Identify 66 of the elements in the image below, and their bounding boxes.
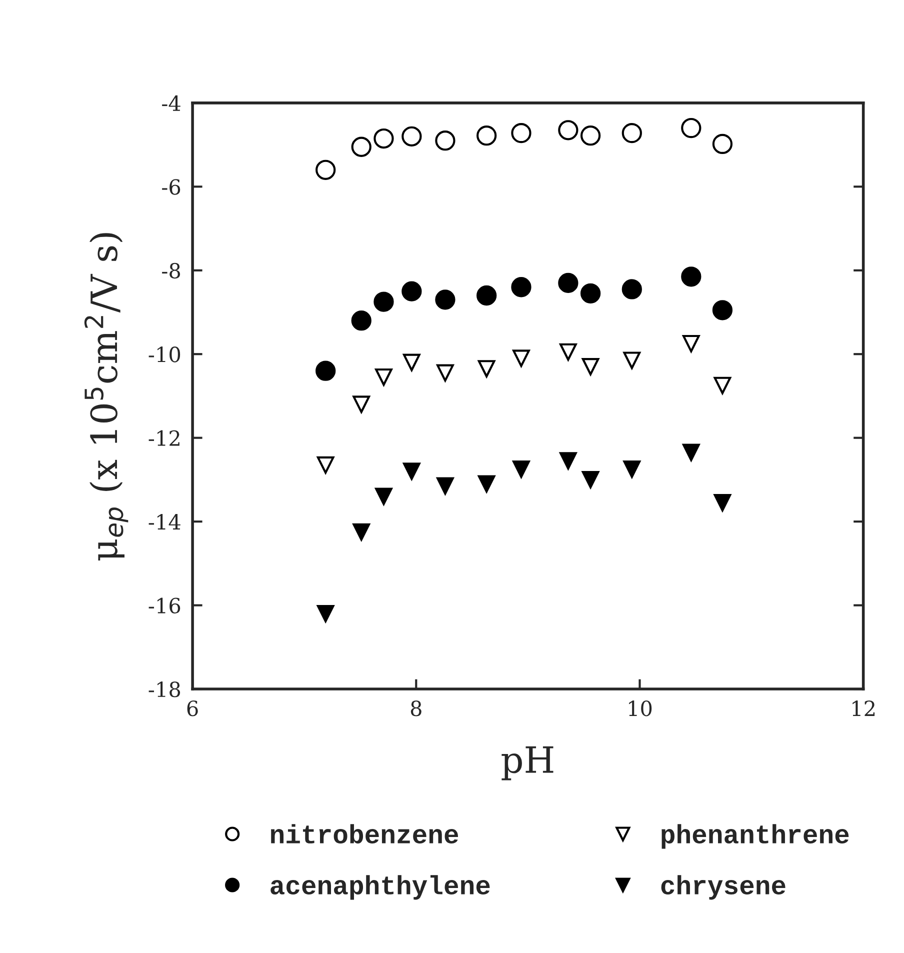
y-tick-label: -4 — [162, 95, 180, 111]
point — [582, 358, 600, 376]
point — [558, 120, 578, 140]
point — [351, 310, 372, 331]
point — [511, 122, 532, 144]
legend-label: acenaphthylene — [270, 875, 490, 900]
point — [402, 354, 420, 372]
point — [375, 488, 392, 506]
point — [374, 292, 394, 312]
x-axis-title: pH — [502, 746, 554, 780]
point — [316, 604, 334, 622]
point — [681, 118, 702, 138]
point — [478, 475, 496, 493]
y-tick-label: -8 — [162, 262, 180, 279]
x-tick-label: 8 — [410, 700, 422, 716]
point — [714, 494, 732, 512]
point — [402, 126, 422, 146]
y-tick-label: -12 — [148, 430, 180, 446]
point — [352, 396, 370, 414]
point — [511, 277, 532, 298]
point — [558, 272, 578, 294]
point — [435, 130, 456, 151]
point — [712, 134, 733, 154]
point — [316, 360, 336, 381]
point — [436, 364, 454, 382]
point — [560, 452, 577, 470]
point — [623, 460, 641, 478]
point — [436, 477, 454, 495]
x-tick-label: 6 — [187, 700, 198, 716]
point — [512, 460, 530, 478]
point — [582, 471, 600, 488]
point — [681, 266, 702, 287]
point — [316, 456, 334, 474]
legend-label: chrysene — [661, 875, 786, 900]
point — [435, 290, 456, 310]
legend-label: nitrobenzene — [271, 824, 458, 844]
point — [351, 136, 372, 157]
point — [402, 281, 422, 302]
point — [512, 350, 530, 367]
point — [476, 285, 497, 306]
legend-label: phenanthrene — [662, 824, 849, 849]
point — [714, 376, 732, 394]
point — [478, 360, 496, 378]
point — [712, 300, 733, 320]
point — [402, 462, 420, 480]
y-tick-label: -14 — [148, 514, 180, 530]
point — [622, 122, 642, 144]
y-tick-label: -6 — [162, 179, 180, 195]
point — [352, 523, 370, 541]
point — [316, 160, 336, 180]
point — [580, 126, 601, 146]
point — [375, 368, 392, 386]
point — [580, 283, 601, 304]
x-tick-label: 12 — [852, 700, 875, 716]
point — [476, 126, 497, 146]
y-tick-label: -10 — [148, 346, 180, 362]
y-axis-title: μ$_{ep}$ (x 10$^{5}$cm$^{2}$/V s) — [84, 233, 128, 560]
point — [374, 128, 394, 149]
x-tick-label: 10 — [629, 700, 652, 716]
point — [622, 279, 642, 300]
y-tick-label: -16 — [148, 598, 180, 614]
point — [623, 352, 641, 370]
y-tick-label: -18 — [148, 681, 180, 698]
point — [682, 334, 700, 352]
point — [560, 343, 577, 361]
point — [682, 444, 700, 462]
